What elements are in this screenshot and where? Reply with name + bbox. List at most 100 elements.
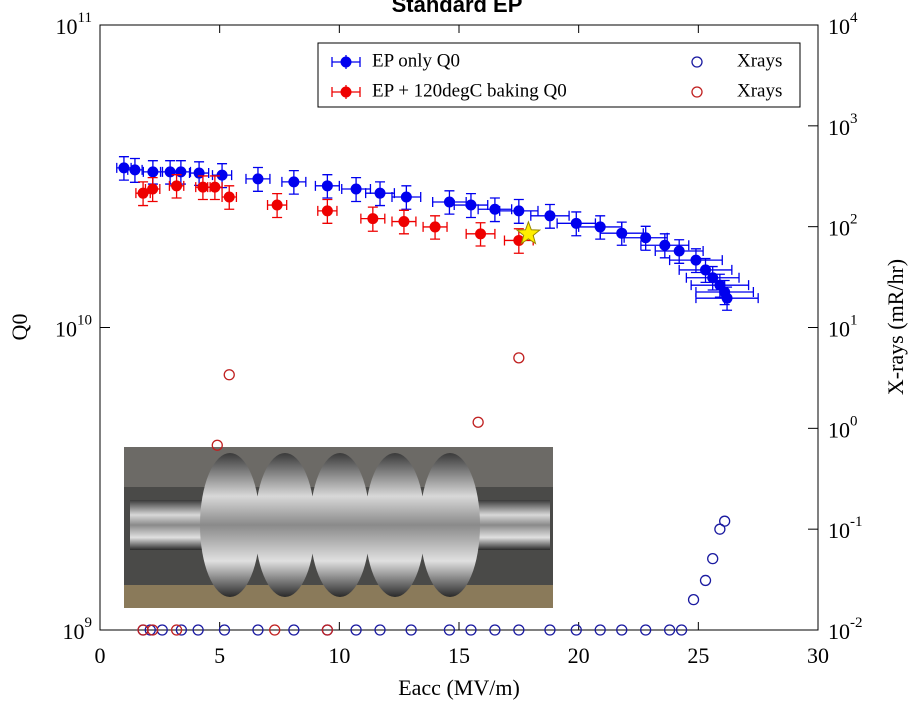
point bbox=[721, 292, 733, 304]
legend-label: Xrays bbox=[737, 50, 782, 71]
point bbox=[594, 221, 606, 233]
point bbox=[350, 624, 362, 636]
tick-exponent: 1 bbox=[850, 313, 858, 329]
tick-base: 10 bbox=[828, 14, 850, 39]
point bbox=[223, 369, 235, 381]
tick-base: 10 bbox=[828, 417, 850, 442]
tick-exponent: 4 bbox=[850, 10, 858, 26]
point bbox=[288, 624, 300, 636]
legend-label: EP only Q0 bbox=[372, 50, 460, 71]
point bbox=[699, 574, 712, 587]
x-tick-label: 0 bbox=[95, 643, 106, 668]
chart-title: Standard EP bbox=[392, 0, 523, 17]
point bbox=[513, 624, 525, 636]
legend-box bbox=[317, 42, 801, 108]
point bbox=[192, 624, 204, 636]
tick-exponent: -2 bbox=[850, 615, 863, 631]
point bbox=[513, 352, 525, 364]
point bbox=[640, 624, 652, 636]
point bbox=[170, 624, 183, 636]
point bbox=[171, 180, 183, 192]
point bbox=[719, 515, 731, 527]
tick-base: 10 bbox=[56, 14, 78, 39]
legend-swatch bbox=[340, 56, 352, 68]
tick-base: 10 bbox=[55, 317, 77, 342]
point bbox=[489, 624, 501, 636]
point bbox=[129, 164, 141, 176]
star-marker bbox=[515, 220, 542, 245]
point bbox=[443, 196, 455, 208]
point bbox=[675, 624, 688, 636]
point bbox=[252, 173, 264, 185]
point bbox=[443, 624, 456, 636]
point bbox=[118, 162, 130, 174]
point bbox=[663, 624, 676, 636]
x-tick-label: 20 bbox=[568, 643, 590, 668]
point bbox=[673, 245, 685, 257]
x-axis-label: Eacc (MV/m) bbox=[398, 675, 520, 700]
point bbox=[147, 624, 159, 636]
y2-tick-label: 104 bbox=[828, 10, 858, 39]
point bbox=[321, 180, 333, 192]
x-tick-label: 25 bbox=[687, 643, 709, 668]
tick-exponent: 0 bbox=[850, 414, 858, 430]
legend-swatch bbox=[340, 86, 352, 98]
point bbox=[271, 199, 283, 211]
point bbox=[570, 624, 582, 636]
point bbox=[216, 169, 228, 181]
tick-exponent: 3 bbox=[850, 111, 858, 127]
point bbox=[429, 221, 441, 233]
point bbox=[475, 228, 487, 240]
x-tick-label: 30 bbox=[807, 643, 829, 668]
y2-tick-label: 10-1 bbox=[828, 515, 863, 544]
point bbox=[690, 254, 702, 266]
y2-tick-label: 100 bbox=[828, 414, 858, 443]
point bbox=[321, 205, 333, 217]
point bbox=[209, 181, 221, 193]
point bbox=[405, 624, 417, 636]
point bbox=[288, 176, 300, 188]
tick-base: 10 bbox=[828, 518, 850, 543]
point bbox=[640, 232, 652, 244]
point bbox=[223, 191, 235, 203]
y2-tick-label: 101 bbox=[828, 313, 858, 342]
point bbox=[218, 624, 231, 636]
point bbox=[211, 439, 223, 451]
point bbox=[594, 624, 606, 636]
x-tick-label: 10 bbox=[328, 643, 350, 668]
point bbox=[544, 210, 556, 222]
point bbox=[465, 199, 477, 211]
tick-base: 10 bbox=[828, 317, 850, 342]
tick-exponent: 10 bbox=[77, 313, 92, 329]
x-tick-label: 15 bbox=[448, 643, 470, 668]
point bbox=[707, 553, 719, 565]
point bbox=[707, 272, 719, 284]
point bbox=[513, 205, 525, 217]
point bbox=[367, 213, 379, 225]
legend-swatch bbox=[691, 86, 703, 98]
tick-base: 10 bbox=[63, 619, 85, 644]
legend-label: Xrays bbox=[737, 80, 782, 101]
tick-exponent: 11 bbox=[78, 10, 92, 26]
point bbox=[489, 203, 501, 215]
legend-swatch bbox=[691, 56, 703, 68]
point bbox=[197, 181, 209, 193]
point bbox=[472, 416, 484, 428]
y2-tick-label: 10-2 bbox=[828, 615, 863, 644]
series bbox=[116, 156, 759, 311]
tick-base: 10 bbox=[828, 216, 850, 241]
tick-exponent: 9 bbox=[85, 615, 93, 631]
series bbox=[135, 174, 534, 254]
point bbox=[616, 624, 628, 636]
point bbox=[544, 624, 556, 636]
point bbox=[374, 187, 386, 199]
series bbox=[137, 515, 731, 636]
tick-base: 10 bbox=[828, 619, 850, 644]
y2-axis-label: X-rays (mR/hr) bbox=[883, 259, 908, 395]
point bbox=[175, 624, 188, 636]
y-tick-label: 1011 bbox=[56, 10, 92, 39]
x-tick-label: 5 bbox=[214, 643, 225, 668]
y-tick-label: 1010 bbox=[55, 313, 92, 342]
y2-tick-label: 102 bbox=[828, 212, 858, 241]
